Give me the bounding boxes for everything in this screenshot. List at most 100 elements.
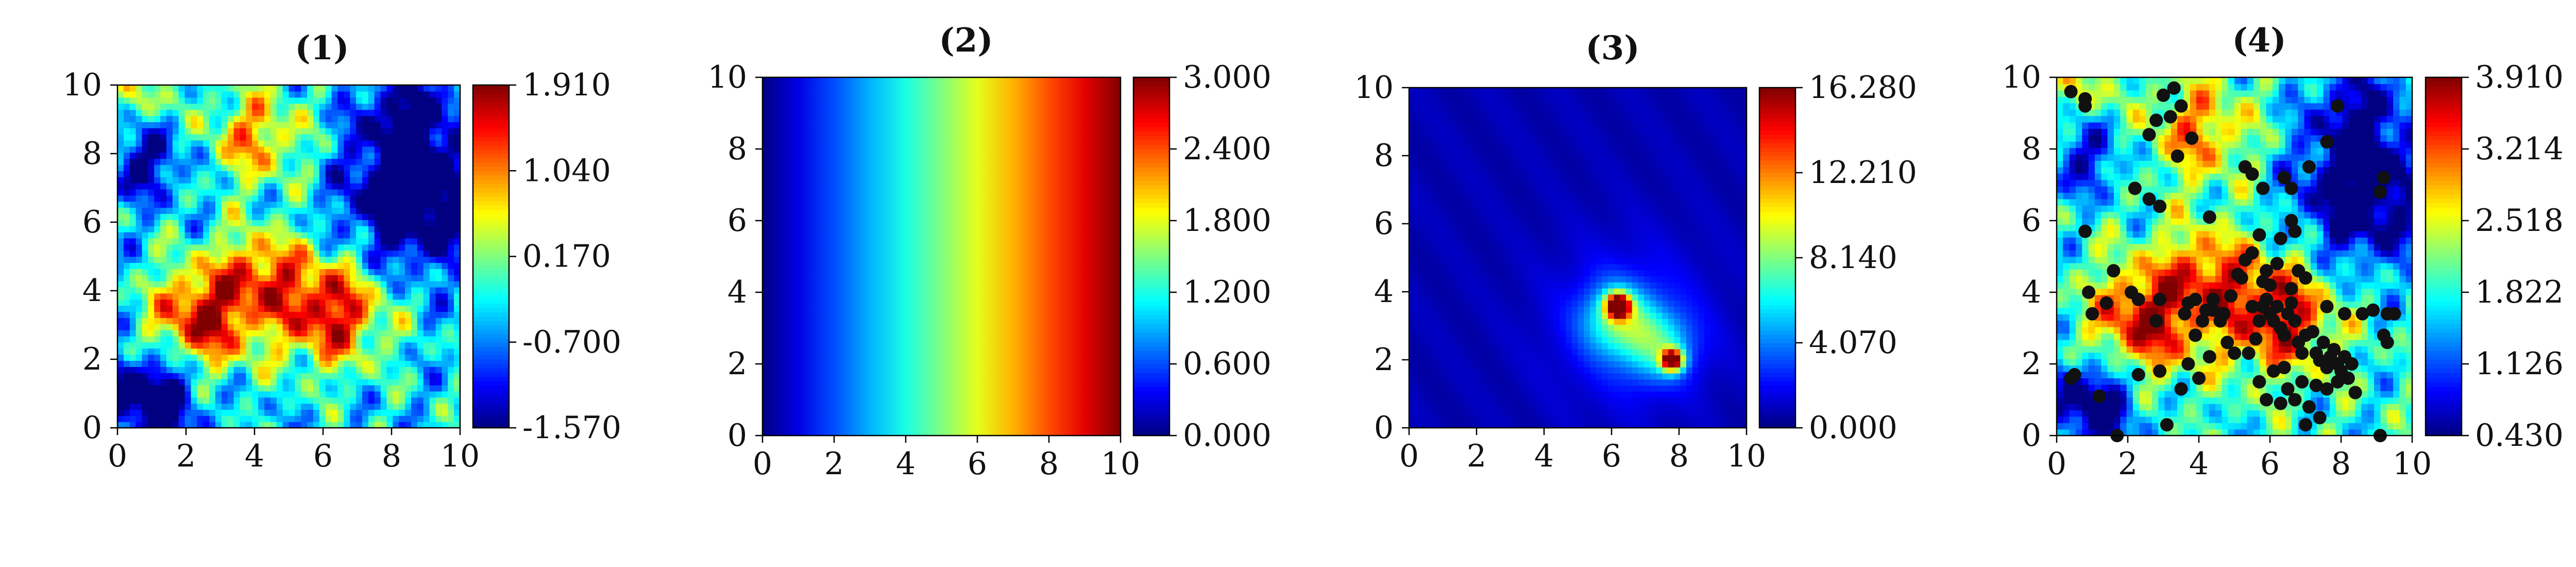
heatmap-cell	[307, 207, 314, 214]
heatmap-cell	[411, 336, 418, 343]
heatmap-cell	[1523, 330, 1530, 337]
heatmap-cell	[1421, 209, 1428, 216]
heatmap-cell	[276, 195, 283, 202]
heatmap-cell	[1541, 252, 1548, 258]
heatmap-cell	[191, 366, 198, 373]
heatmap-cell	[417, 134, 424, 141]
heatmap-cell	[1493, 337, 1500, 343]
heatmap-cell	[117, 373, 124, 379]
heatmap-cell	[227, 140, 234, 147]
heatmap-cell	[1451, 276, 1458, 282]
heatmap-cell	[154, 397, 161, 404]
heatmap-cell	[405, 115, 412, 122]
heatmap-cell	[148, 109, 155, 116]
heatmap-cell	[166, 213, 173, 220]
heatmap-cell	[264, 122, 271, 128]
heatmap-cell	[209, 232, 216, 239]
heatmap-cell	[264, 201, 271, 208]
heatmap-cell	[411, 103, 418, 110]
heatmap-cell	[1493, 276, 1500, 282]
heatmap-cell	[221, 146, 228, 153]
heatmap-cell	[240, 354, 247, 361]
heatmap-cell	[411, 397, 418, 404]
heatmap-cell	[442, 146, 448, 153]
heatmap-cell	[240, 103, 247, 110]
heatmap-cell	[1487, 330, 1494, 337]
heatmap-cell	[117, 195, 124, 202]
heatmap-cell	[1535, 148, 1543, 155]
heatmap-cell	[203, 269, 210, 275]
colorbar-segment	[1133, 328, 1170, 333]
heatmap-cell	[1493, 148, 1500, 155]
heatmap-cell	[129, 146, 137, 153]
heatmap-cell	[1548, 300, 1554, 307]
heatmap-cell	[435, 354, 443, 361]
heatmap-cell	[405, 269, 412, 275]
heatmap-cell	[215, 385, 222, 392]
heatmap-cell	[258, 140, 265, 147]
heatmap-cell	[178, 109, 185, 116]
heatmap-cell	[117, 103, 124, 110]
heatmap-cell	[1566, 239, 1572, 246]
heatmap-cell	[301, 281, 308, 288]
heatmap-cell	[417, 109, 424, 116]
heatmap-cell	[301, 293, 308, 300]
heatmap-cell	[209, 409, 216, 416]
heatmap-cell	[154, 324, 161, 330]
heatmap-cell	[1451, 215, 1458, 222]
heatmap-cell	[154, 287, 161, 294]
heatmap-cell	[166, 385, 173, 392]
heatmap-cell	[386, 342, 394, 349]
heatmap-cell	[386, 158, 394, 165]
heatmap-cell	[1439, 215, 1446, 222]
heatmap-cell	[1535, 263, 1543, 271]
heatmap-cell	[1415, 160, 1422, 167]
heatmap-cell	[1445, 88, 1452, 94]
colorbar-segment	[473, 342, 509, 347]
heatmap-cell	[301, 379, 308, 386]
heatmap-cell	[1560, 124, 1566, 131]
heatmap-cell	[1457, 306, 1464, 313]
heatmap-cell	[1499, 373, 1506, 380]
heatmap-cell	[221, 213, 228, 220]
heatmap-cell	[215, 336, 222, 343]
heatmap-cell	[350, 397, 357, 404]
heatmap-cell	[1421, 239, 1428, 246]
heatmap-cell	[337, 164, 345, 171]
heatmap-cell	[1578, 409, 1584, 416]
heatmap-cell	[1439, 178, 1446, 186]
heatmap-cell	[1415, 276, 1422, 282]
heatmap-cell	[240, 275, 247, 281]
heatmap-cell	[1415, 118, 1422, 125]
colorbar-segment	[473, 175, 509, 180]
heatmap-cell	[1421, 276, 1428, 282]
heatmap-cell	[435, 91, 443, 98]
heatmap-cell	[350, 348, 357, 355]
heatmap-cell	[1433, 294, 1440, 301]
heatmap-cell	[1578, 209, 1584, 216]
heatmap-cell	[246, 299, 252, 306]
heatmap-cell	[1487, 173, 1494, 179]
heatmap-cell	[313, 109, 320, 116]
heatmap-cell	[166, 109, 173, 116]
heatmap-cell	[1511, 166, 1518, 173]
heatmap-cell	[240, 336, 247, 343]
heatmap-cell	[1475, 367, 1482, 374]
heatmap-cell	[123, 379, 130, 386]
heatmap-cell	[160, 134, 167, 141]
heatmap-cell	[1457, 348, 1464, 356]
heatmap-cell	[1511, 142, 1518, 149]
heatmap-cell	[209, 360, 216, 367]
heatmap-cell	[454, 342, 461, 349]
heatmap-cell	[1553, 367, 1561, 374]
heatmap-cell	[295, 299, 301, 306]
heatmap-cell	[411, 373, 418, 379]
heatmap-cell	[129, 177, 137, 184]
heatmap-cell	[227, 134, 234, 141]
heatmap-cell	[331, 128, 338, 135]
heatmap-cell	[1523, 270, 1530, 277]
heatmap-cell	[1541, 154, 1548, 161]
heatmap-cell	[1517, 136, 1524, 143]
heatmap-cell	[1481, 178, 1488, 186]
heatmap-cell	[1451, 318, 1458, 325]
